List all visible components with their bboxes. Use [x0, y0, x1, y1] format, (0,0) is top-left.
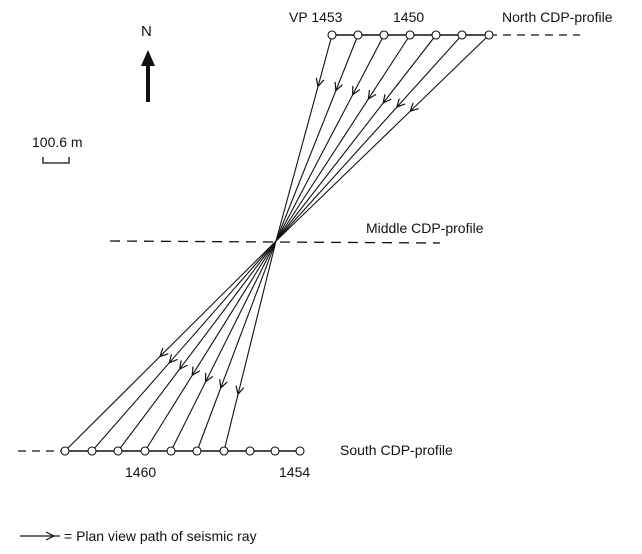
north-label: N [141, 23, 152, 40]
north-station-7 [484, 30, 494, 40]
north-ray-5-tail [275, 102, 384, 242]
north-ray-7-tail [275, 110, 411, 242]
south-ray-1-tail [64, 356, 161, 452]
north-ray-2-tail [275, 90, 337, 242]
south-vp-start-label: 1460 [125, 464, 157, 480]
south-vp-end-label: 1454 [279, 464, 311, 480]
south-extra-station-1 [245, 446, 255, 456]
south-station-5 [166, 446, 176, 456]
south-ray-7 [238, 240, 277, 394]
north-arrow-icon [141, 50, 155, 102]
south-station-7 [219, 446, 229, 456]
north-ray-2 [336, 34, 359, 91]
south-ray-4 [192, 240, 277, 375]
south-ray-6 [221, 240, 277, 388]
south-profile-label: South CDP-profile [340, 442, 453, 458]
north-station-5 [431, 30, 441, 40]
scale-bar-label: 100.6 m [32, 134, 83, 150]
north-ray-4 [368, 34, 411, 99]
vp-stations [60, 30, 494, 456]
north-station-2 [353, 30, 363, 40]
south-ray-3-tail [117, 368, 181, 452]
north-ray-5 [383, 34, 437, 103]
north-ray-1-tail [275, 86, 319, 242]
middle-cdp-profile-line [109, 240, 441, 244]
north-station-3 [379, 30, 389, 40]
north-ray-4-tail [275, 98, 369, 242]
south-ray-1 [160, 240, 277, 357]
north-vp-end-label: 1450 [393, 9, 425, 25]
north-ray-6 [397, 34, 463, 107]
north-ray-6-tail [275, 106, 398, 242]
north-ray-3 [353, 34, 385, 95]
south-ray-5 [206, 240, 277, 382]
south-ray-2 [169, 240, 277, 363]
south-station-3 [113, 446, 123, 456]
south-ray-6-tail [196, 387, 222, 452]
south-ray-4-tail [144, 375, 193, 452]
north-vp-start-label: VP 1453 [289, 9, 343, 25]
south-ray-5-tail [170, 381, 207, 452]
south-station-4 [140, 446, 150, 456]
south-station-6 [192, 446, 202, 456]
north-station-1 [327, 30, 337, 40]
south-ray-2-tail [91, 362, 170, 452]
north-ray-1 [318, 34, 333, 87]
south-station-2 [87, 446, 97, 456]
south-ray-7-tail [223, 394, 239, 452]
north-ray-3-tail [275, 94, 354, 242]
south-extra-station-2 [270, 446, 280, 456]
scale-bar [42, 157, 70, 164]
north-station-6 [457, 30, 467, 40]
north-profile-label: North CDP-profile [502, 9, 613, 25]
legend-text: = Plan view path of seismic ray [64, 528, 257, 544]
seismic-rays [64, 34, 490, 452]
middle-profile-label: Middle CDP-profile [366, 220, 484, 236]
south-station-1 [60, 446, 70, 456]
south-ray-3 [180, 240, 277, 369]
north-station-4 [405, 30, 415, 40]
north-ray-7 [410, 34, 490, 111]
south-extra-station-3 [295, 446, 305, 456]
